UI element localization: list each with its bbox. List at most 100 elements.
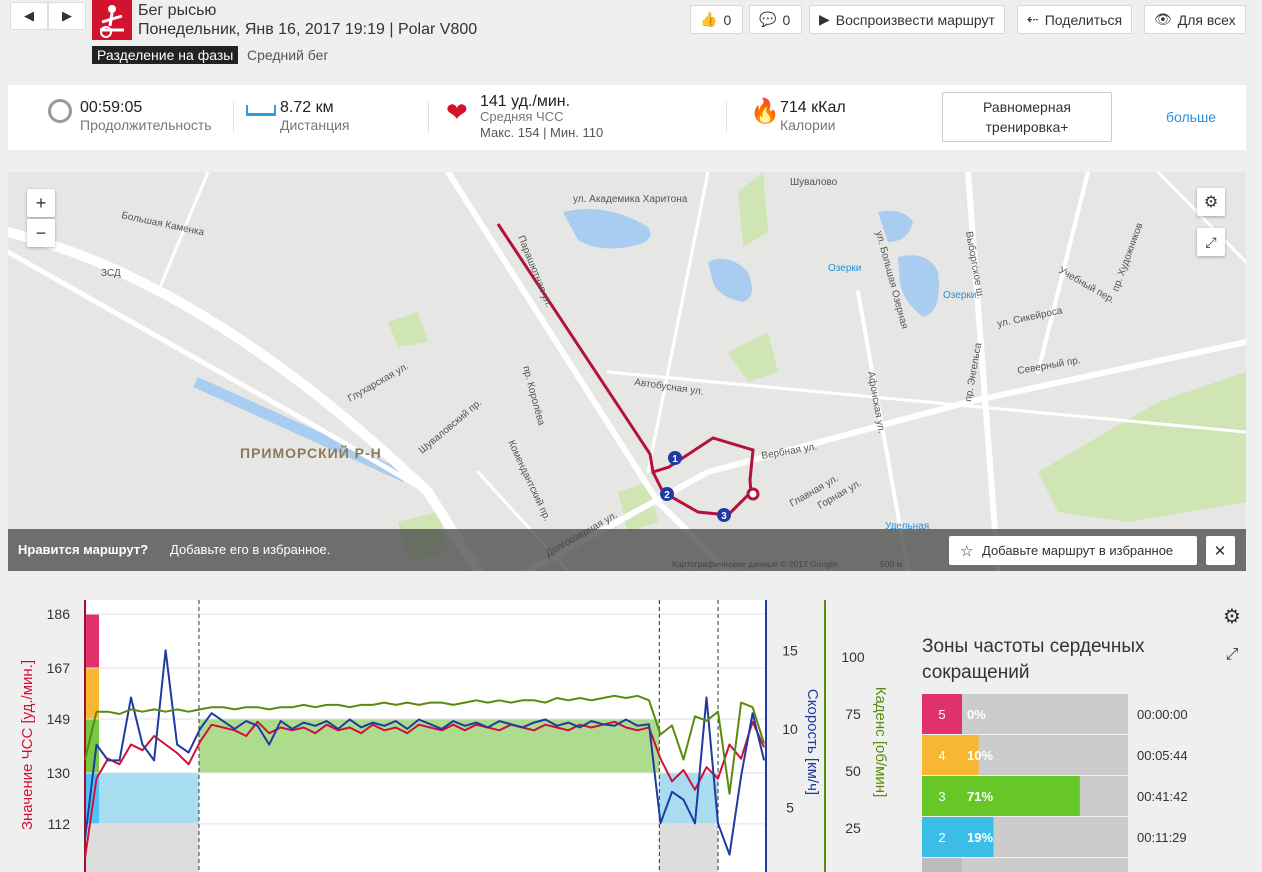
- zoom-in[interactable]: +: [27, 189, 55, 217]
- y3-tick-label: 50: [845, 763, 861, 779]
- zone-number: 4: [938, 748, 945, 763]
- chart-settings[interactable]: ⚙: [1223, 605, 1241, 628]
- comment-button[interactable]: 💬 0: [749, 5, 802, 34]
- zone-number: 5: [938, 707, 945, 722]
- like-button[interactable]: 👍 0: [690, 5, 743, 34]
- y3-tick-label: 75: [845, 706, 861, 722]
- replay-label: Воспроизвести маршрут: [835, 11, 995, 28]
- zone-number-box: [922, 694, 962, 734]
- calories-value: 714 кКал: [780, 99, 846, 116]
- zone-bar-background: [962, 735, 1128, 775]
- heart-icon: ❤: [446, 97, 468, 127]
- zone-band: [659, 772, 719, 824]
- duration-icon: [48, 99, 72, 123]
- duration-value: 00:59:05: [80, 99, 143, 116]
- zone-strip: [85, 614, 99, 668]
- distance-value: 8.72 км: [280, 99, 334, 116]
- map-label: Озерки: [943, 290, 976, 301]
- zone-number: 3: [938, 789, 945, 804]
- next-button[interactable]: ▶: [48, 2, 86, 30]
- like-count: 0: [723, 11, 732, 28]
- zone-band: [659, 823, 719, 872]
- separator: [726, 101, 727, 133]
- axis-title: Значение ЧСС [уд./мин.]: [19, 660, 36, 830]
- zones-title: Зоны частоты сердечных сокращений: [922, 636, 1145, 683]
- zone-bar-background: [962, 817, 1128, 857]
- y2-tick-label: 15: [782, 642, 798, 658]
- visibility-button[interactable]: 👁 Для всех: [1144, 5, 1246, 34]
- hr-label: Средняя ЧСС: [480, 109, 564, 124]
- favorite-button-label[interactable]: Добавьте маршрут в избранное: [982, 543, 1173, 558]
- hr-value: 141 уд./мин.: [480, 93, 571, 110]
- route-marker-label: 3: [721, 511, 727, 522]
- calories-icon: 🔥: [750, 98, 780, 125]
- zoom-out[interactable]: −: [27, 219, 55, 247]
- axis-title: Скорость [км/ч]: [804, 689, 821, 795]
- like-icon: 👍: [700, 11, 718, 27]
- route-markers: 1 2 3: [660, 451, 731, 522]
- duration-label: Продолжительность: [80, 117, 212, 133]
- zone-number-box: [922, 817, 962, 857]
- map-district-label: ПРИМОРСКИЙ Р-Н: [240, 444, 382, 461]
- map[interactable]: 1 2 3 ул. Академика Харитона Шувалово Бо…: [8, 172, 1246, 571]
- map-label: ул. Академика Харитона: [573, 194, 688, 205]
- replay-icon: ▶︎: [819, 11, 830, 27]
- zone-number-box: [922, 776, 962, 816]
- zone-strip: [85, 668, 99, 719]
- zone-time: 00:41:42: [1137, 789, 1188, 804]
- more-link[interactable]: больше: [1166, 109, 1216, 125]
- zone-number-box: [922, 858, 962, 872]
- zone-bar-background: [962, 776, 1128, 816]
- replay-button[interactable]: ▶︎ Воспроизвести маршрут: [809, 5, 1005, 34]
- map-label: Шувалово: [790, 177, 838, 188]
- chart-fullscreen[interactable]: ⤢: [1225, 646, 1239, 663]
- zone-bar: [962, 735, 979, 775]
- comment-count: 0: [782, 11, 791, 28]
- activity-title: Бег рысью: [138, 2, 217, 19]
- close-icon[interactable]: ✕: [1214, 543, 1227, 560]
- axis-title: Каденс [об/мин]: [872, 687, 889, 798]
- close-banner[interactable]: [1206, 536, 1235, 565]
- map-label: ЗСД: [101, 268, 121, 279]
- zone-strip: [85, 772, 99, 824]
- zone-band: [85, 823, 199, 872]
- sport-icon: [92, 0, 132, 40]
- activity-date: Понедельник, Янв 16, 2017 19:19 | Polar …: [138, 21, 478, 38]
- map-label: Озерки: [828, 263, 861, 274]
- sport-icon-graphic: [100, 5, 124, 38]
- share-icon: ⇠: [1027, 11, 1039, 27]
- zone-bar-background: [962, 858, 1128, 872]
- map-label: Удельная: [885, 521, 929, 532]
- prev-button[interactable]: ◀: [10, 2, 48, 30]
- hr-range: Макс. 154 | Мин. 110: [480, 125, 604, 140]
- series-line: [84, 649, 766, 856]
- phase-tag[interactable]: Разделение на фазы: [92, 46, 239, 64]
- separator: [233, 101, 234, 133]
- map-scale: 500 м: [880, 559, 903, 569]
- zone-percent: 0%: [967, 707, 986, 722]
- zone-bar: [962, 776, 1080, 816]
- zone-strip: [85, 719, 99, 773]
- y-tick-label: 130: [47, 765, 71, 781]
- zone-time: 00:00:00: [1137, 707, 1188, 722]
- favorite-button[interactable]: [949, 536, 1197, 565]
- map-fullscreen[interactable]: ⤢: [1197, 228, 1225, 256]
- y-tick-label: 112: [48, 816, 71, 832]
- zone-time: 00:11:29: [1137, 830, 1187, 845]
- series-line: [84, 694, 766, 795]
- zone-percent: 71%: [967, 789, 993, 804]
- summary-panel: 00:59:05 Продолжительность 8.72 км Диста…: [8, 85, 1246, 150]
- phase-name: Средний бег: [247, 47, 329, 63]
- series-line: [84, 720, 766, 858]
- distance-label: Дистанция: [280, 117, 350, 133]
- banner-question: Нравится маршрут?: [18, 542, 148, 557]
- plot-background: [85, 600, 765, 872]
- zone-number-box: [922, 735, 962, 775]
- benefit-button[interactable]: Равномерная тренировка+: [942, 92, 1112, 142]
- zone-band: [198, 719, 660, 773]
- comment-icon: 💬: [759, 11, 777, 27]
- zone-time: 00:05:44: [1137, 748, 1188, 763]
- share-button[interactable]: ⇠ Поделиться: [1017, 5, 1133, 34]
- separator: [428, 101, 429, 133]
- map-settings[interactable]: ⚙: [1197, 188, 1225, 216]
